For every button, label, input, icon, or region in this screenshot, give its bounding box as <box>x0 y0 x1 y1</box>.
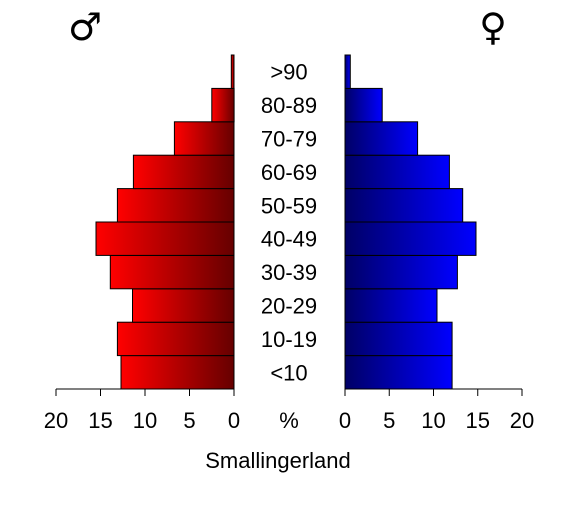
age-group-label-0: <10 <box>270 360 307 385</box>
male-bars <box>95 54 235 390</box>
male-bar-8 <box>211 87 235 123</box>
male-bar-5 <box>116 188 235 223</box>
male-bar-1 <box>116 321 235 357</box>
male-bar-9 <box>230 54 235 89</box>
female-bar-6 <box>344 154 450 190</box>
female-bar-9 <box>344 54 351 89</box>
male-x-tick-label-0: 20 <box>44 408 68 433</box>
age-group-label-7: 70-79 <box>261 127 317 152</box>
female-bars <box>344 54 477 390</box>
female-bar-1 <box>344 321 453 357</box>
male-bar-4 <box>95 221 235 256</box>
age-group-label-2: 20-29 <box>261 294 317 319</box>
male-x-tick-label-3: 5 <box>183 408 195 433</box>
male-bar-6 <box>132 154 235 190</box>
male-x-tick-label-4: 0 <box>228 408 240 433</box>
chart-title: Smallingerland <box>205 448 351 473</box>
age-group-label-9: >90 <box>270 60 307 85</box>
male-symbol-icon: ♂ <box>68 5 102 49</box>
male-x-tick-label-1: 15 <box>88 408 112 433</box>
female-x-tick-label-0: 0 <box>339 408 351 433</box>
female-x-tick-label-4: 20 <box>510 408 534 433</box>
female-symbol-icon: ♀ <box>479 5 507 49</box>
female-bar-7 <box>344 121 419 156</box>
age-group-label-4: 40-49 <box>261 227 317 252</box>
female-x-axis: 0 5 10 15 20 <box>339 388 534 433</box>
male-x-axis: 20 15 10 5 0 <box>44 388 240 433</box>
male-bar-0 <box>120 355 235 390</box>
age-group-label-3: 30-39 <box>261 260 317 285</box>
female-bar-5 <box>344 188 464 223</box>
female-bar-0 <box>344 355 453 390</box>
male-x-tick-label-2: 10 <box>133 408 157 433</box>
male-bar-3 <box>109 254 235 290</box>
female-bar-8 <box>344 87 383 123</box>
female-bar-2 <box>344 288 438 323</box>
age-group-label-1: 10-19 <box>261 327 317 352</box>
age-group-labels: <10 10-19 20-29 30-39 40-49 50-59 60-69 70-79 80… <box>261 60 317 386</box>
female-x-tick-label-3: 15 <box>466 408 490 433</box>
female-bar-3 <box>344 254 458 290</box>
male-bar-2 <box>132 288 235 323</box>
female-x-tick-label-1: 5 <box>383 408 395 433</box>
unit-label: % <box>279 408 299 433</box>
male-bar-7 <box>173 121 235 156</box>
female-bar-4 <box>344 221 477 256</box>
age-group-label-8: 80-89 <box>261 93 317 118</box>
age-group-label-5: 50-59 <box>261 193 317 218</box>
age-group-label-6: 60-69 <box>261 160 317 185</box>
female-x-tick-label-2: 10 <box>421 408 445 433</box>
